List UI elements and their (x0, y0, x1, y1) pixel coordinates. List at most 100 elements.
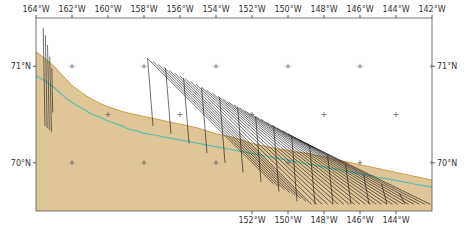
survey-line (202, 87, 207, 153)
survey-line (238, 107, 243, 173)
tick (396, 211, 397, 214)
survey-line (51, 68, 53, 112)
tick-label: 156°W (166, 5, 193, 14)
tick-label: 154°W (202, 5, 229, 14)
survey-line (184, 78, 189, 144)
tick (72, 15, 73, 18)
tick (432, 162, 435, 163)
plus-marker (322, 112, 327, 117)
survey-line (212, 93, 338, 204)
survey-line (245, 111, 371, 205)
tick-label: 162°W (58, 5, 85, 14)
survey-line (239, 108, 365, 205)
plus-marker (358, 64, 363, 69)
tick (432, 66, 435, 67)
plot-background (36, 18, 432, 211)
survey-line (220, 97, 225, 163)
tick (33, 66, 36, 67)
tick (216, 15, 217, 18)
survey-line (153, 61, 279, 186)
tick-label: 146°W (346, 5, 373, 14)
plus-marker (286, 160, 291, 165)
survey-line (48, 45, 50, 130)
survey-line (256, 116, 382, 204)
survey-line (185, 79, 311, 204)
plus-marker (214, 160, 219, 165)
tick (288, 15, 289, 18)
tick-label: 144°W (382, 216, 409, 225)
tick-label: 142°W (418, 5, 445, 14)
tick-label: 164°W (22, 5, 49, 14)
survey-line (328, 155, 333, 204)
survey-line (364, 174, 369, 204)
tick-label: 71°N (437, 62, 457, 71)
tick-label: 148°W (310, 216, 337, 225)
survey-line (229, 102, 355, 204)
tick-label: 150°W (274, 5, 301, 14)
tick (252, 211, 253, 214)
survey-line (169, 70, 295, 195)
plus-marker (142, 64, 147, 69)
survey-line (310, 145, 315, 204)
survey-line (250, 114, 376, 205)
plot-marks (36, 28, 432, 211)
tick-label: 148°W (310, 5, 337, 14)
tick-label: 152°W (238, 216, 265, 225)
tick (144, 15, 145, 18)
survey-line (256, 116, 261, 182)
survey-line (196, 85, 322, 205)
survey-line (234, 105, 360, 204)
tick (360, 211, 361, 214)
tick (288, 211, 289, 214)
shoreline (36, 76, 432, 187)
map-chart: 152°W 150°W 148°W 146°W 144°W 164°W 162°W 160°W… (0, 0, 468, 229)
plus-marker (358, 160, 363, 165)
survey-line (50, 57, 52, 132)
survey-line (346, 165, 351, 205)
tick-label: 70°N (437, 159, 457, 168)
plus-marker (70, 64, 75, 69)
survey-line (166, 68, 171, 134)
survey-line (400, 194, 405, 205)
tick (108, 15, 109, 18)
survey-line (304, 142, 430, 204)
survey-line (266, 122, 392, 204)
survey-line (175, 73, 301, 198)
tick (396, 15, 397, 18)
survey-line (261, 119, 387, 204)
survey-line (45, 35, 47, 128)
plot-frame (36, 18, 432, 211)
plus-marker (70, 160, 75, 165)
tick (252, 15, 253, 18)
survey-line (218, 96, 344, 204)
tick (36, 15, 37, 18)
tick-label: 150°W (274, 216, 301, 225)
tick-label: 152°W (238, 5, 265, 14)
tick-label: 144°W (382, 5, 409, 14)
survey-line (158, 64, 284, 189)
tick-label: 158°W (130, 5, 157, 14)
plus-marker (394, 112, 399, 117)
tick-label: 160°W (94, 5, 121, 14)
tick (360, 15, 361, 18)
survey-line (274, 126, 279, 192)
plus-marker (214, 64, 219, 69)
coast-area (36, 52, 432, 211)
survey-line (277, 128, 403, 204)
tick (33, 162, 36, 163)
plus-marker (250, 112, 255, 117)
tick-label: 70°N (11, 159, 31, 168)
survey-line (288, 134, 414, 204)
plus-marker (106, 112, 111, 117)
survey-line (382, 184, 387, 204)
survey-line (43, 28, 45, 126)
survey-line (223, 99, 349, 204)
survey-line (272, 125, 398, 204)
tick (324, 211, 325, 214)
tick-label: 146°W (346, 216, 373, 225)
survey-line (148, 59, 153, 127)
plus-marker (178, 112, 183, 117)
tick-label: 71°N (11, 62, 31, 71)
tick (432, 15, 433, 18)
plus-marker (286, 64, 291, 69)
